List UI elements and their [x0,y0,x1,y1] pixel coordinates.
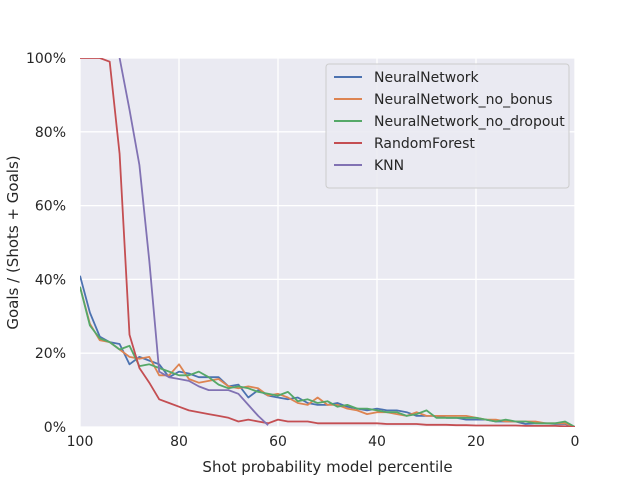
x-tick-label: 60 [269,434,287,450]
series-line-randomforest [80,58,575,427]
legend-entry: NeuralNetwork [374,70,480,86]
legend-entry: KNN [374,158,404,174]
y-tick-label: 0% [44,420,66,436]
y-tick-label: 100% [26,51,66,67]
legend-box [325,63,570,189]
series-layer [80,58,575,427]
series-line-neuralnetwork-no-bonus [80,286,575,427]
series-line-knn [118,58,269,426]
legend-entry: NeuralNetwork_no_bonus [374,92,553,108]
x-tick-label: 100 [67,434,94,450]
y-tick-label: 60% [35,199,66,215]
y-axis-label: Goals / (Shots + Goals) [4,155,22,329]
legend-entry: NeuralNetwork_no_dropout [374,114,565,130]
legend: NeuralNetwork NeuralNetwork_no_bonus Neura… [325,63,570,189]
tick-labels: 100 80 60 40 20 0 0% 20% 40% 60% 80% 100% [26,51,579,450]
x-tick-label: 20 [467,434,485,450]
x-axis-label: Shot probability model percentile [202,458,452,476]
x-tick-label: 80 [170,434,188,450]
y-tick-label: 80% [35,125,66,141]
x-tick-label: 0 [571,434,580,450]
y-tick-label: 20% [35,346,66,362]
series-line-neuralnetwork-no-dropout [80,286,575,427]
x-tick-label: 40 [368,434,386,450]
legend-entry: RandomForest [374,136,475,152]
y-tick-label: 40% [35,272,66,288]
